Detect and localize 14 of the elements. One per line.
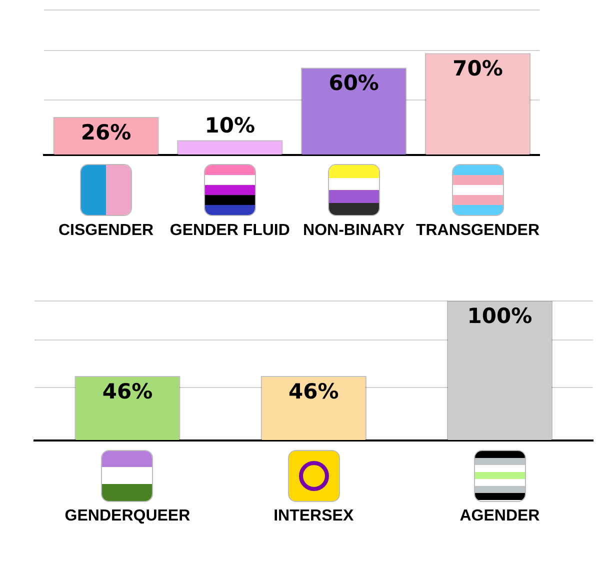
data-label: 70%: [452, 56, 503, 80]
data-label: 60%: [328, 70, 379, 95]
data-label: 46%: [102, 379, 153, 404]
data-label: 26%: [80, 120, 132, 144]
data-label: 100%: [467, 304, 532, 328]
data-label: 46%: [288, 379, 339, 404]
x-tick-label: GENDER FLUID: [170, 222, 290, 240]
x-tick-label: CISGENDER: [58, 222, 154, 240]
x-tick-label: TRANSGENDER: [416, 222, 540, 240]
x-tick-label: AGENDER: [460, 508, 540, 525]
x-tick-label: GENDERQUEER: [64, 508, 191, 525]
data-label: 10%: [204, 113, 256, 138]
x-tick-label: NON-BINARY: [303, 222, 405, 240]
x-tick-label: INTERSEX: [274, 508, 354, 525]
